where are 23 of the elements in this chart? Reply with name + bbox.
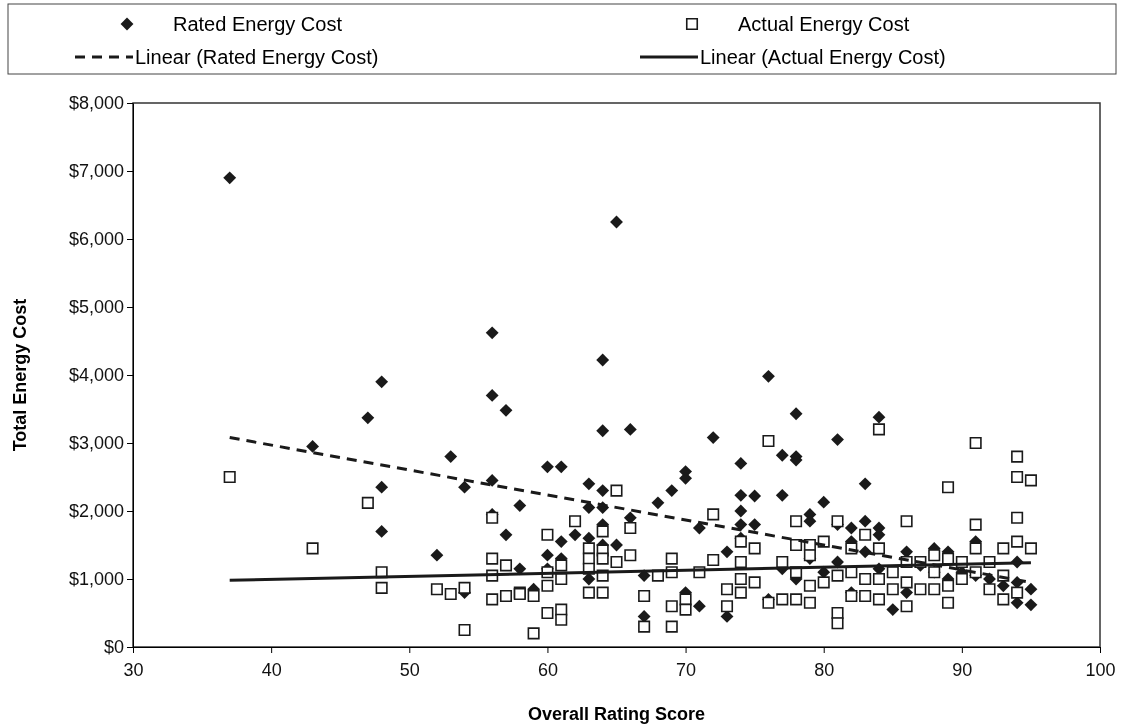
y-axis-title: Total Energy Cost — [10, 298, 30, 452]
x-tick-label: 50 — [399, 659, 420, 680]
legend-label: Linear (Actual Energy Cost) — [700, 46, 946, 68]
legend-label: Actual Energy Cost — [738, 13, 910, 35]
x-tick-label: 70 — [676, 659, 697, 680]
x-tick-label: 40 — [261, 659, 282, 680]
x-axis-title: Overall Rating Score — [527, 704, 706, 724]
y-tick-label: $1,000 — [68, 569, 124, 590]
y-tick-label: $7,000 — [68, 161, 124, 182]
y-tick-label: $3,000 — [68, 433, 124, 454]
legend-label: Linear (Rated Energy Cost) — [135, 46, 379, 68]
x-tick-label: 80 — [814, 659, 835, 680]
y-tick-label: $2,000 — [68, 501, 124, 522]
y-tick-label: $6,000 — [68, 229, 124, 250]
y-tick-label: $8,000 — [68, 93, 124, 114]
legend-label: Rated Energy Cost — [173, 13, 343, 35]
y-tick-label: $5,000 — [68, 297, 124, 318]
y-tick-label: $4,000 — [68, 365, 124, 386]
y-tick-label: $0 — [103, 637, 124, 658]
x-tick-label: 60 — [537, 659, 558, 680]
x-tick-label: 100 — [1085, 659, 1116, 680]
x-tick-label: 90 — [952, 659, 973, 680]
x-tick-label: 30 — [123, 659, 144, 680]
